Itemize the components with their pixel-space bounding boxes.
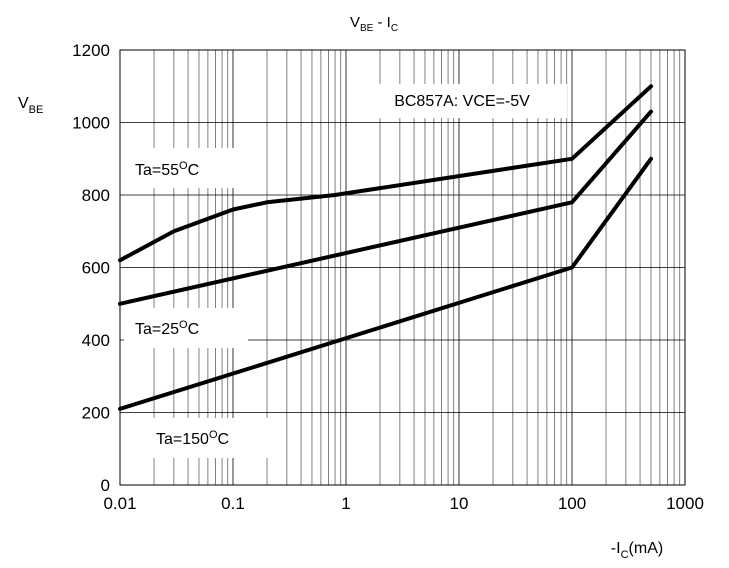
annotation-bg-25 bbox=[124, 308, 248, 348]
grid bbox=[119, 49, 685, 486]
y-tick-label: 600 bbox=[82, 259, 110, 278]
series-line-2 bbox=[118, 156, 653, 411]
x-tick-label: 0.1 bbox=[221, 494, 245, 513]
y-tick-label: 0 bbox=[101, 476, 110, 495]
annotation-bg-150 bbox=[124, 418, 268, 458]
x-tick-label: 10 bbox=[450, 494, 469, 513]
series-line-0 bbox=[118, 84, 653, 263]
chart-title: VBE - IC bbox=[350, 14, 398, 34]
y-tick-label: 1200 bbox=[72, 41, 110, 60]
series-line-1 bbox=[118, 109, 653, 306]
annotation-bg-vce bbox=[357, 84, 567, 118]
series-label-ta150: Ta=150OC bbox=[156, 429, 229, 448]
plot-frame bbox=[119, 49, 686, 486]
x-axis-label: -IC(mA) bbox=[611, 540, 663, 561]
x-tick-label: 0.01 bbox=[103, 494, 136, 513]
tick-labels: 0.01 0.1 1 10 100 1000 0 200 400 600 800 1000 1200 bbox=[72, 41, 704, 513]
x-tick-label: 1 bbox=[341, 494, 350, 513]
y-tick-label: 1000 bbox=[72, 114, 110, 133]
y-tick-label: 400 bbox=[82, 331, 110, 350]
annotation-bg-55 bbox=[124, 148, 248, 188]
y-tick-label: 200 bbox=[82, 404, 110, 423]
y-axis-label: VBE bbox=[18, 95, 43, 116]
y-tick-label: 800 bbox=[82, 186, 110, 205]
series-label-ta25: Ta=25OC bbox=[135, 319, 199, 338]
series-group bbox=[118, 84, 653, 411]
condition-annotation: BC857A: VCE=-5V bbox=[394, 93, 530, 110]
x-tick-label: 100 bbox=[558, 494, 586, 513]
series-label-ta55: Ta=55OC bbox=[135, 160, 199, 179]
x-tick-label: 1000 bbox=[666, 494, 704, 513]
